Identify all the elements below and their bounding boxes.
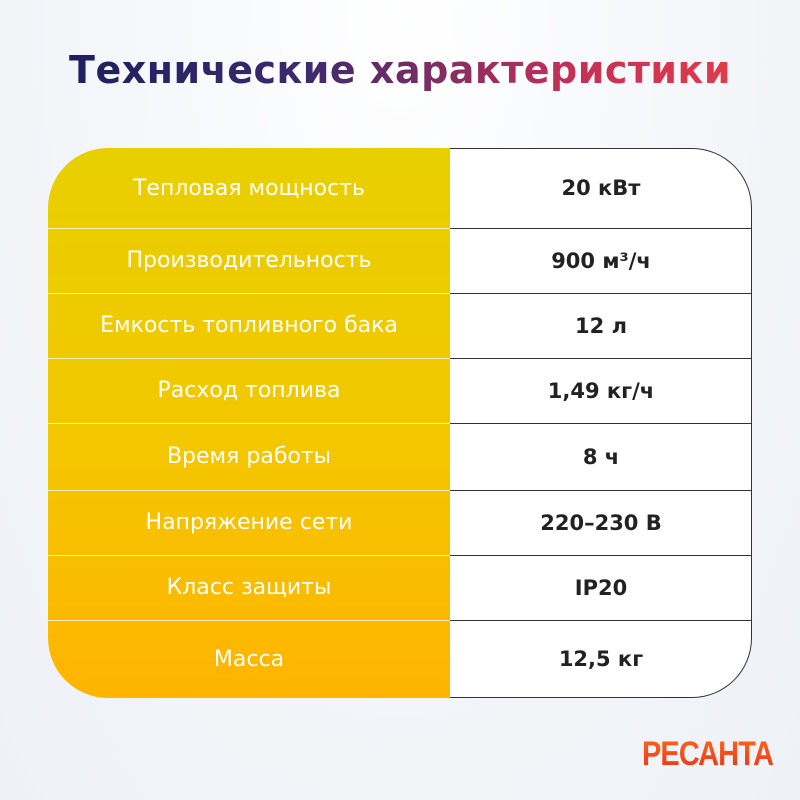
- page-title: Технические характеристики: [69, 48, 731, 92]
- spec-row: Расход топлива 1,49 кг/ч: [48, 358, 752, 423]
- spec-table: Тепловая мощность 20 кВт Производительност…: [48, 148, 752, 698]
- spec-row: Масса 12,5 кг: [48, 620, 752, 698]
- spec-row: Емкость топливного бака 12 л: [48, 293, 752, 358]
- spec-value: 220–230 В: [540, 510, 662, 535]
- spec-value: 8 ч: [582, 444, 620, 469]
- spec-label: Производительность: [126, 248, 372, 273]
- spec-value: 900 м³/ч: [551, 248, 651, 273]
- spec-row: Время работы 8 ч: [48, 423, 752, 490]
- spec-label: Масса: [213, 646, 285, 672]
- spec-value: IP20: [574, 575, 628, 600]
- spec-value: 12,5 кг: [558, 647, 644, 671]
- spec-label: Напряжение сети: [145, 510, 353, 535]
- spec-row: Тепловая мощность 20 кВт: [48, 148, 752, 228]
- spec-label: Класс защиты: [166, 575, 332, 600]
- spec-value: 1,49 кг/ч: [547, 378, 655, 403]
- spec-value: 20 кВт: [561, 176, 641, 200]
- spec-label: Тепловая мощность: [132, 175, 366, 201]
- spec-row: Напряжение сети 220–230 В: [48, 490, 752, 555]
- spec-row: Класс защиты IP20: [48, 555, 752, 620]
- brand-logo: РЕСАНТА: [642, 735, 774, 773]
- spec-label: Время работы: [166, 444, 332, 469]
- spec-label: Емкость топливного бака: [100, 313, 398, 338]
- spec-value: 12 л: [575, 313, 627, 338]
- spec-row: Производительность 900 м³/ч: [48, 228, 752, 293]
- spec-label: Расход топлива: [157, 378, 341, 403]
